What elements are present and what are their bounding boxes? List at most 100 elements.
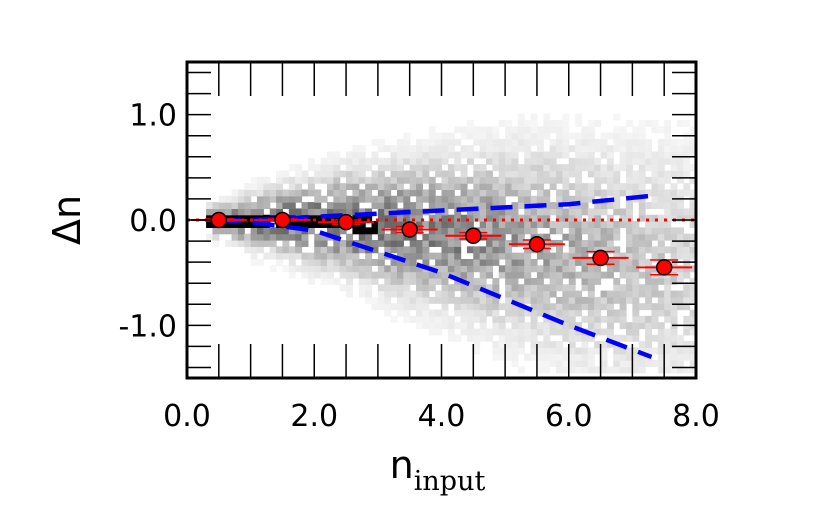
density-cell: [428, 183, 436, 191]
density-cell: [632, 303, 640, 311]
density-cell: [320, 240, 328, 247]
density-cell: [670, 214, 678, 222]
density-cell: [333, 164, 341, 172]
density-cell: [307, 176, 315, 184]
density-cell: [689, 145, 697, 153]
density-cell: [676, 119, 684, 127]
density-cell: [403, 290, 411, 298]
density-cell: [568, 246, 576, 254]
density-cell: [206, 202, 214, 210]
density-cell: [626, 227, 633, 235]
density-cell: [664, 341, 672, 349]
density-cell: [670, 151, 678, 159]
density-cell: [575, 353, 583, 361]
density-cell: [670, 227, 678, 235]
density-cell: [619, 221, 627, 228]
density-cell: [416, 240, 424, 247]
density-cell: [543, 284, 551, 292]
density-cell: [358, 176, 366, 184]
density-cell: [657, 195, 665, 203]
density-cell: [511, 290, 519, 298]
density-cell: [352, 164, 360, 172]
density-cell: [263, 252, 271, 260]
density-cell: [416, 271, 424, 279]
density-cell: [613, 138, 621, 146]
density-cell: [428, 296, 436, 304]
density-cell: [594, 214, 602, 222]
density-cell: [479, 138, 487, 146]
density-cell: [581, 246, 589, 254]
density-cell: [575, 290, 583, 298]
density-cell: [250, 176, 258, 184]
density-cell: [441, 170, 449, 178]
density-cell: [613, 170, 621, 178]
density-cell: [568, 195, 576, 203]
density-cell: [454, 233, 462, 241]
density-cell: [403, 284, 411, 292]
density-cell: [568, 252, 576, 260]
density-cell: [384, 271, 392, 279]
density-cell: [288, 258, 296, 266]
density-cell: [543, 151, 551, 159]
density-cell: [645, 164, 653, 172]
density-cell: [638, 176, 646, 184]
density-cell: [479, 189, 487, 197]
density-cell: [619, 265, 627, 273]
density-cell: [486, 145, 493, 153]
density-cell: [657, 233, 665, 241]
density-cell: [613, 277, 621, 285]
density-cell: [326, 157, 334, 165]
density-cell: [613, 296, 621, 304]
density-cell: [479, 328, 487, 336]
density-cell: [447, 290, 455, 298]
lower-envelope-line: [218, 217, 653, 360]
density-cell: [689, 296, 697, 304]
density-cell: [524, 284, 532, 292]
density-cell: [384, 145, 392, 153]
density-cell: [670, 246, 678, 254]
density-cell: [352, 189, 360, 197]
density-cell: [549, 328, 557, 336]
density-cell: [422, 189, 430, 197]
density-cell: [479, 208, 487, 216]
density-cell: [619, 347, 627, 355]
density-cell: [320, 176, 328, 184]
density-cell: [556, 284, 563, 292]
density-cell: [390, 258, 398, 266]
density-cell: [645, 284, 653, 292]
density-cell: [486, 221, 493, 228]
density-cell: [447, 183, 455, 191]
density-cell: [435, 132, 443, 140]
density-cell: [613, 183, 621, 191]
density-cell: [492, 258, 500, 266]
density-cell: [632, 170, 640, 178]
density-cell: [651, 126, 659, 134]
density-cell: [256, 195, 264, 203]
density-cell: [237, 240, 245, 247]
density-cell: [396, 290, 404, 298]
density-cell: [619, 290, 627, 298]
density-cell: [524, 328, 532, 336]
density-cell: [435, 277, 443, 285]
density-cell: [492, 240, 500, 247]
density-cell: [651, 322, 659, 330]
density-cell: [377, 195, 385, 203]
density-cell: [460, 265, 468, 273]
density-cell: [390, 183, 398, 191]
density-cell: [212, 227, 220, 235]
density-cell: [676, 252, 684, 260]
density-cell: [441, 303, 449, 311]
density-cell: [346, 277, 354, 285]
density-cell: [511, 138, 519, 146]
density-cell: [536, 138, 544, 146]
density-cell: [536, 277, 544, 285]
density-cell: [403, 189, 411, 197]
density-cell: [486, 214, 493, 222]
density-cell: [479, 202, 487, 210]
density-cell: [250, 202, 258, 210]
density-cell: [587, 303, 595, 311]
density-cell: [435, 227, 443, 235]
density-cell: [670, 309, 678, 317]
density-cell: [638, 303, 646, 311]
density-cell: [587, 151, 595, 159]
